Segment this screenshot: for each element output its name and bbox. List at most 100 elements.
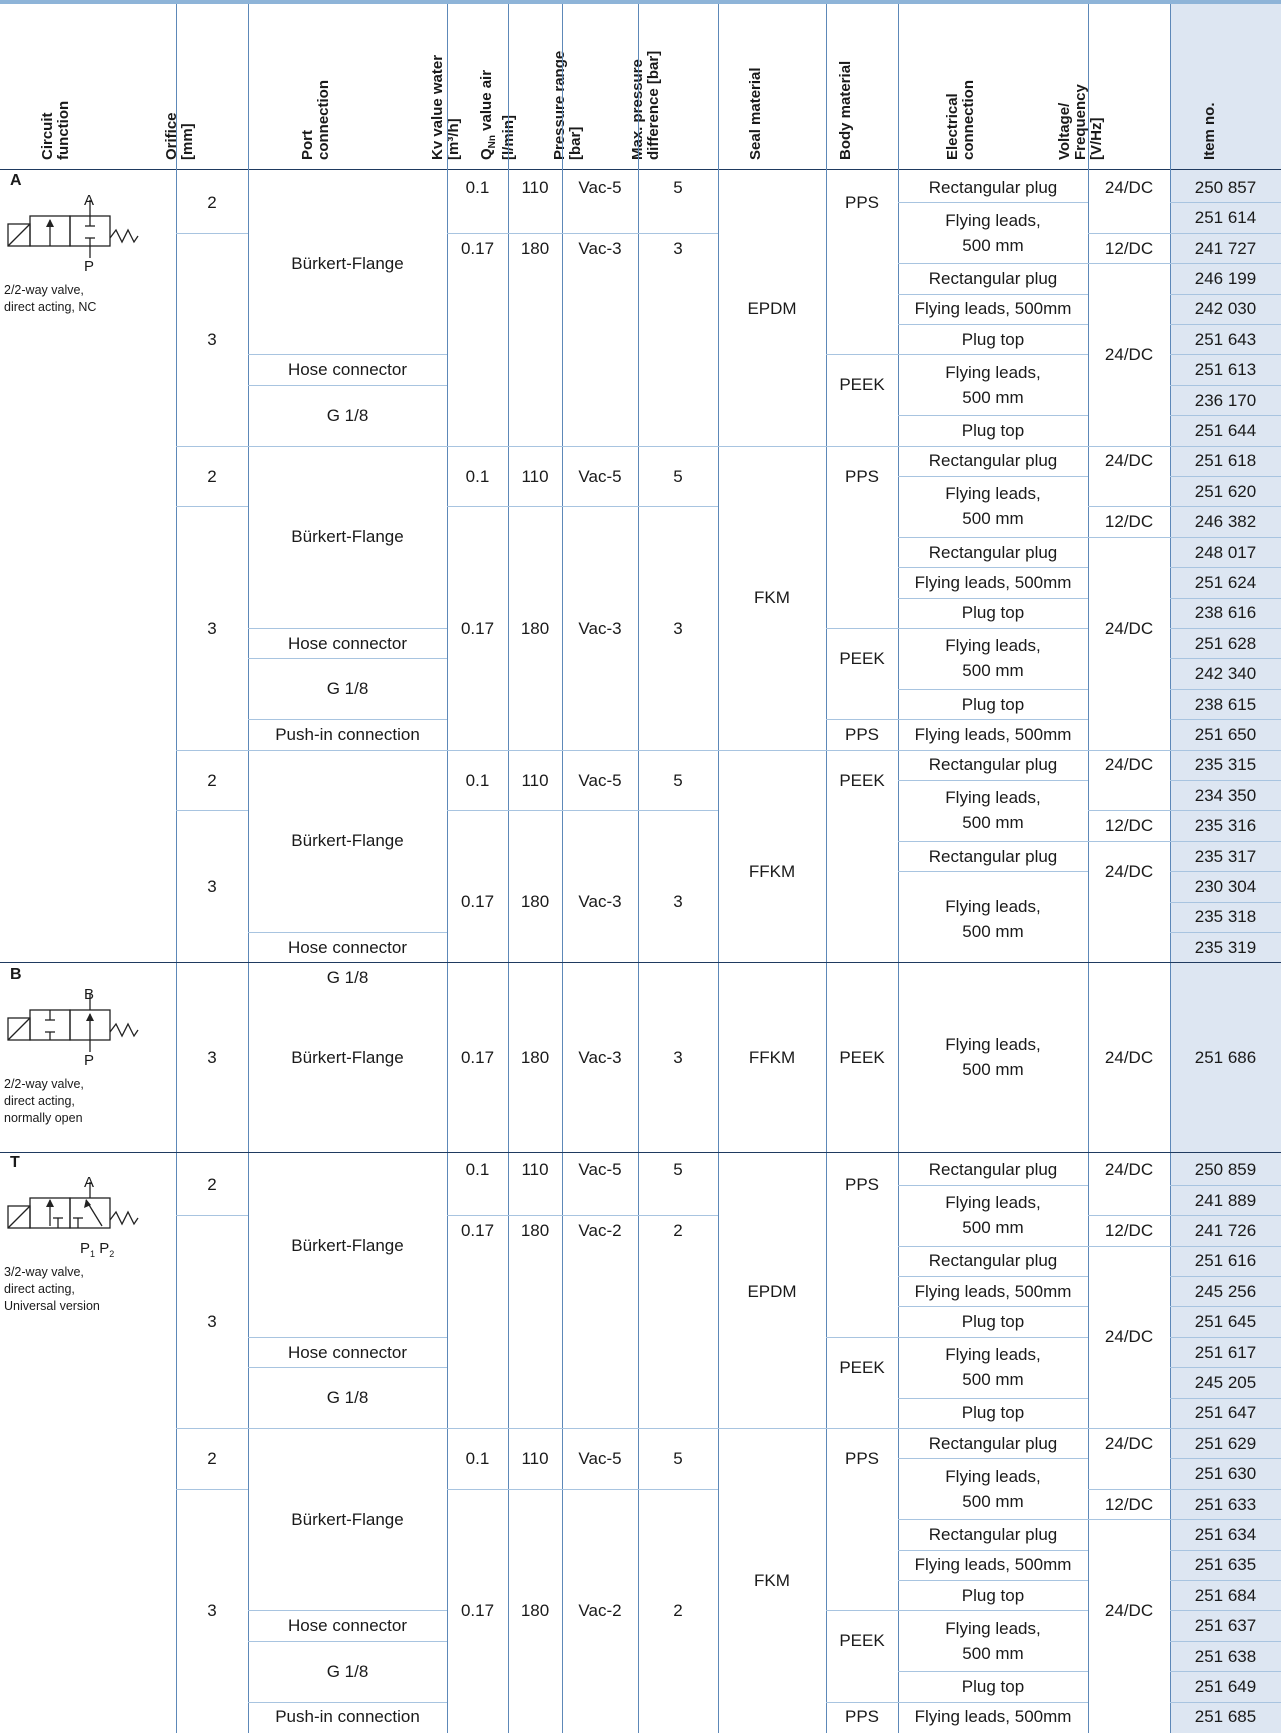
row-rule [508,810,562,812]
value-5: Vac-5 [578,177,622,197]
header-port-line1: Port [298,130,316,160]
row-rule [1170,202,1281,204]
row-rule [898,202,1088,204]
row-rule [898,1245,1088,1247]
row-rule [1170,780,1281,781]
value-3: 0.1 [465,770,490,790]
item-number: 251 645 [1194,1312,1257,1332]
electrical-connection-line1: Flying leads, [945,1466,1041,1486]
row-rule [1088,1488,1170,1490]
item-number: 251 629 [1194,1433,1257,1453]
value-4: 110 [521,1160,549,1180]
row-rule [1170,901,1281,903]
row-rule [1170,476,1281,477]
header-pressure-label: Pressure range [bar] [551,51,584,160]
value-4: 180 [520,1220,550,1240]
voltage: 12/DC [1104,1494,1154,1514]
item-number: 241 727 [1194,238,1257,258]
voltage: 24/DC [1104,861,1154,881]
value-5: Vac-3 [578,892,622,912]
table-header: Circuit function Orifice [mm] Port connection… [0,0,1281,170]
header-port-line2: connection [314,79,332,160]
value-5: Vac-5 [578,1160,622,1180]
value-4: 110 [521,466,549,486]
orifice-value: 2 [207,1448,217,1468]
row-rule [1170,536,1281,538]
electrical-connection: Flying leads, 500mm [914,1281,1072,1301]
electrical-connection: Rectangular plug [928,755,1058,775]
seal-material: FKM [754,1570,790,1590]
row-rule [1170,232,1281,234]
item-number: 251 686 [1194,1047,1257,1067]
row-rule [248,658,447,660]
orifice-value: 2 [207,466,217,486]
port-value: G 1/8 [326,968,369,988]
electrical-connection: Flying leads, 500 mm [898,1342,1088,1392]
voltage: 24/DC [1104,618,1154,638]
port-value: G 1/8 [326,405,369,425]
row-rule [898,536,1088,538]
port-value: Hose connector [287,1342,408,1362]
port-value: G 1/8 [326,1388,369,1408]
electrical-connection-line2: 500 mm [962,387,1024,407]
item-number: 235 319 [1194,937,1257,957]
row-rule [248,354,447,356]
row-rule [1170,810,1281,812]
electrical-connection: Flying leads, 500 mm [898,633,1088,683]
orifice-value: 2 [207,770,217,790]
row-rule [1170,1458,1281,1460]
row-rule [1088,263,1170,265]
electrical-connection-line1: Flying leads, [945,210,1041,230]
port-value: Push-in connection [275,724,420,744]
port-value: Push-in connection [275,1707,420,1727]
voltage: 24/DC [1104,1047,1154,1067]
body-material: PEEK [839,1047,885,1067]
row-rule [1170,354,1281,356]
row-rule [1170,384,1281,386]
voltage: 24/DC [1104,755,1154,775]
row-rule [248,1367,447,1369]
row-rule [248,1640,447,1642]
group-divider [0,962,1281,964]
electrical-connection: Flying leads, 500 mm [898,894,1088,944]
value-3: 0.17 [460,618,495,638]
electrical-connection: Flying leads, 500mm [914,572,1072,592]
row-rule [1088,506,1170,508]
item-number: 230 304 [1194,876,1257,896]
item-number: 251 643 [1194,329,1257,349]
row-rule [898,1184,1088,1186]
body-material: PEEK [839,770,885,790]
row-rule [248,932,447,933]
row-rule [898,1306,1088,1308]
row-rule [826,628,898,629]
item-number: 251 647 [1194,1403,1257,1423]
row-rule [1170,1397,1281,1399]
row-rule [1088,840,1170,842]
item-number: 251 616 [1194,1251,1257,1271]
column-divider [898,170,899,1733]
row-rule [176,1428,1281,1429]
body-material: PEEK [839,375,885,395]
row-rule [898,1276,1088,1277]
item-number: 235 318 [1194,907,1257,927]
row-rule [1170,415,1281,417]
column-divider [1088,170,1089,1733]
electrical-connection-line2: 500 mm [962,661,1024,681]
value-3: 0.1 [465,466,490,486]
port-value: Hose connector [287,1616,408,1636]
row-rule [447,232,508,234]
column-divider [248,170,249,1733]
row-rule [898,1519,1088,1521]
item-number: 242 340 [1194,664,1257,684]
electrical-connection: Rectangular plug [928,542,1058,562]
header-pressure-line2: [bar] [567,126,584,160]
row-rule [1170,1184,1281,1186]
value-5: Vac-5 [578,1448,622,1468]
value-6: 3 [673,238,683,258]
row-rule [898,324,1088,325]
row-rule [1170,597,1281,599]
body-material: PEEK [839,648,885,668]
row-rule [508,506,562,508]
item-number: 241 726 [1194,1220,1257,1240]
value-4: 110 [521,1448,549,1468]
